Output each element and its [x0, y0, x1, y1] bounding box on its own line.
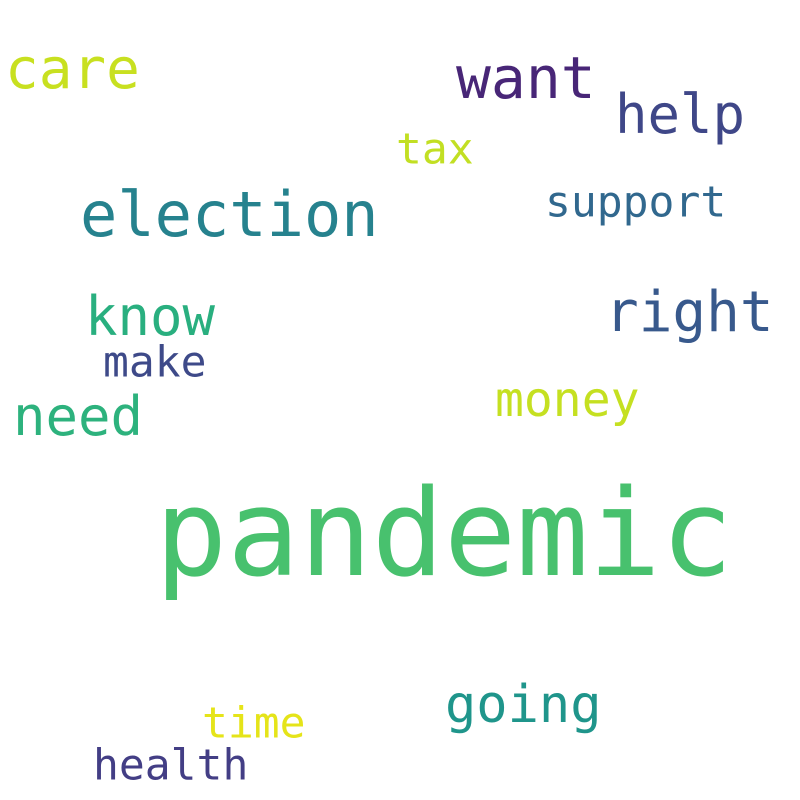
- word-time: time: [202, 698, 306, 749]
- word-want: want: [456, 44, 596, 112]
- word-health: health: [93, 740, 249, 791]
- word-going: going: [445, 675, 602, 735]
- word-help: help: [615, 83, 746, 146]
- word-election: election: [80, 178, 379, 251]
- word-know: know: [85, 285, 216, 348]
- word-tax: tax: [396, 124, 474, 175]
- word-pandemic: pandemic: [155, 465, 733, 604]
- word-care: care: [5, 37, 140, 102]
- word-support: support: [545, 177, 727, 228]
- word-make: make: [103, 337, 207, 388]
- word-money: money: [495, 372, 640, 428]
- word-need: need: [13, 385, 144, 448]
- word-right: right: [605, 280, 774, 345]
